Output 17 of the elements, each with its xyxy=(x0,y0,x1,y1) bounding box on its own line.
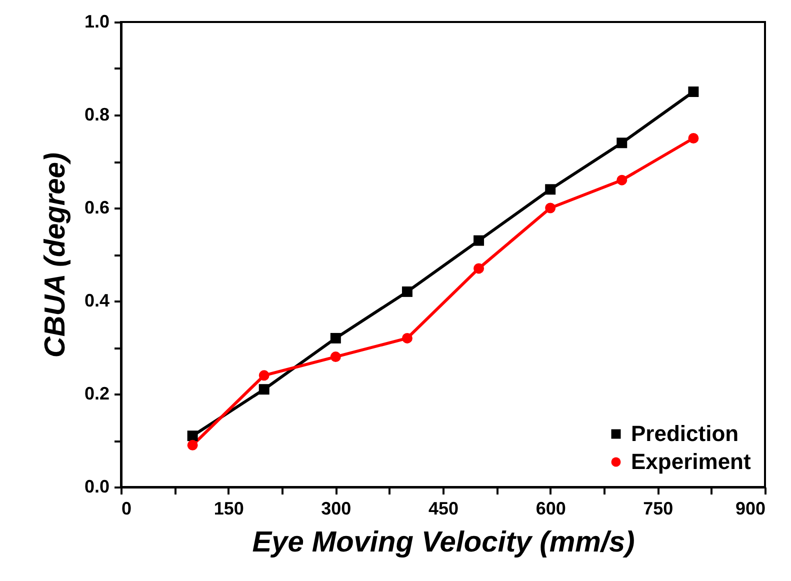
legend-label: Experiment xyxy=(631,449,752,474)
y-tick-label: 0.6 xyxy=(84,198,110,218)
y-tick-label: 1.0 xyxy=(84,12,110,32)
x-tick-label: 750 xyxy=(643,498,674,518)
y-tick-label: 0.8 xyxy=(84,104,110,124)
x-tick-label: 900 xyxy=(735,498,766,518)
y-tick-label: 0.0 xyxy=(84,476,110,496)
x-tick-label: 600 xyxy=(536,498,566,518)
x-tick-label: 0 xyxy=(122,498,132,518)
x-tick-label: 450 xyxy=(428,498,459,518)
x-tick-label: 150 xyxy=(214,498,244,518)
y-tick-label: 0.4 xyxy=(84,290,110,310)
y-axis-title: CBUA (degree) xyxy=(39,152,72,358)
legend-label: Prediction xyxy=(631,421,739,446)
x-axis-title: Eye Moving Velocity (mm/s) xyxy=(252,526,635,558)
y-tick-label: 0.2 xyxy=(84,384,110,404)
x-tick-label: 300 xyxy=(321,498,352,518)
